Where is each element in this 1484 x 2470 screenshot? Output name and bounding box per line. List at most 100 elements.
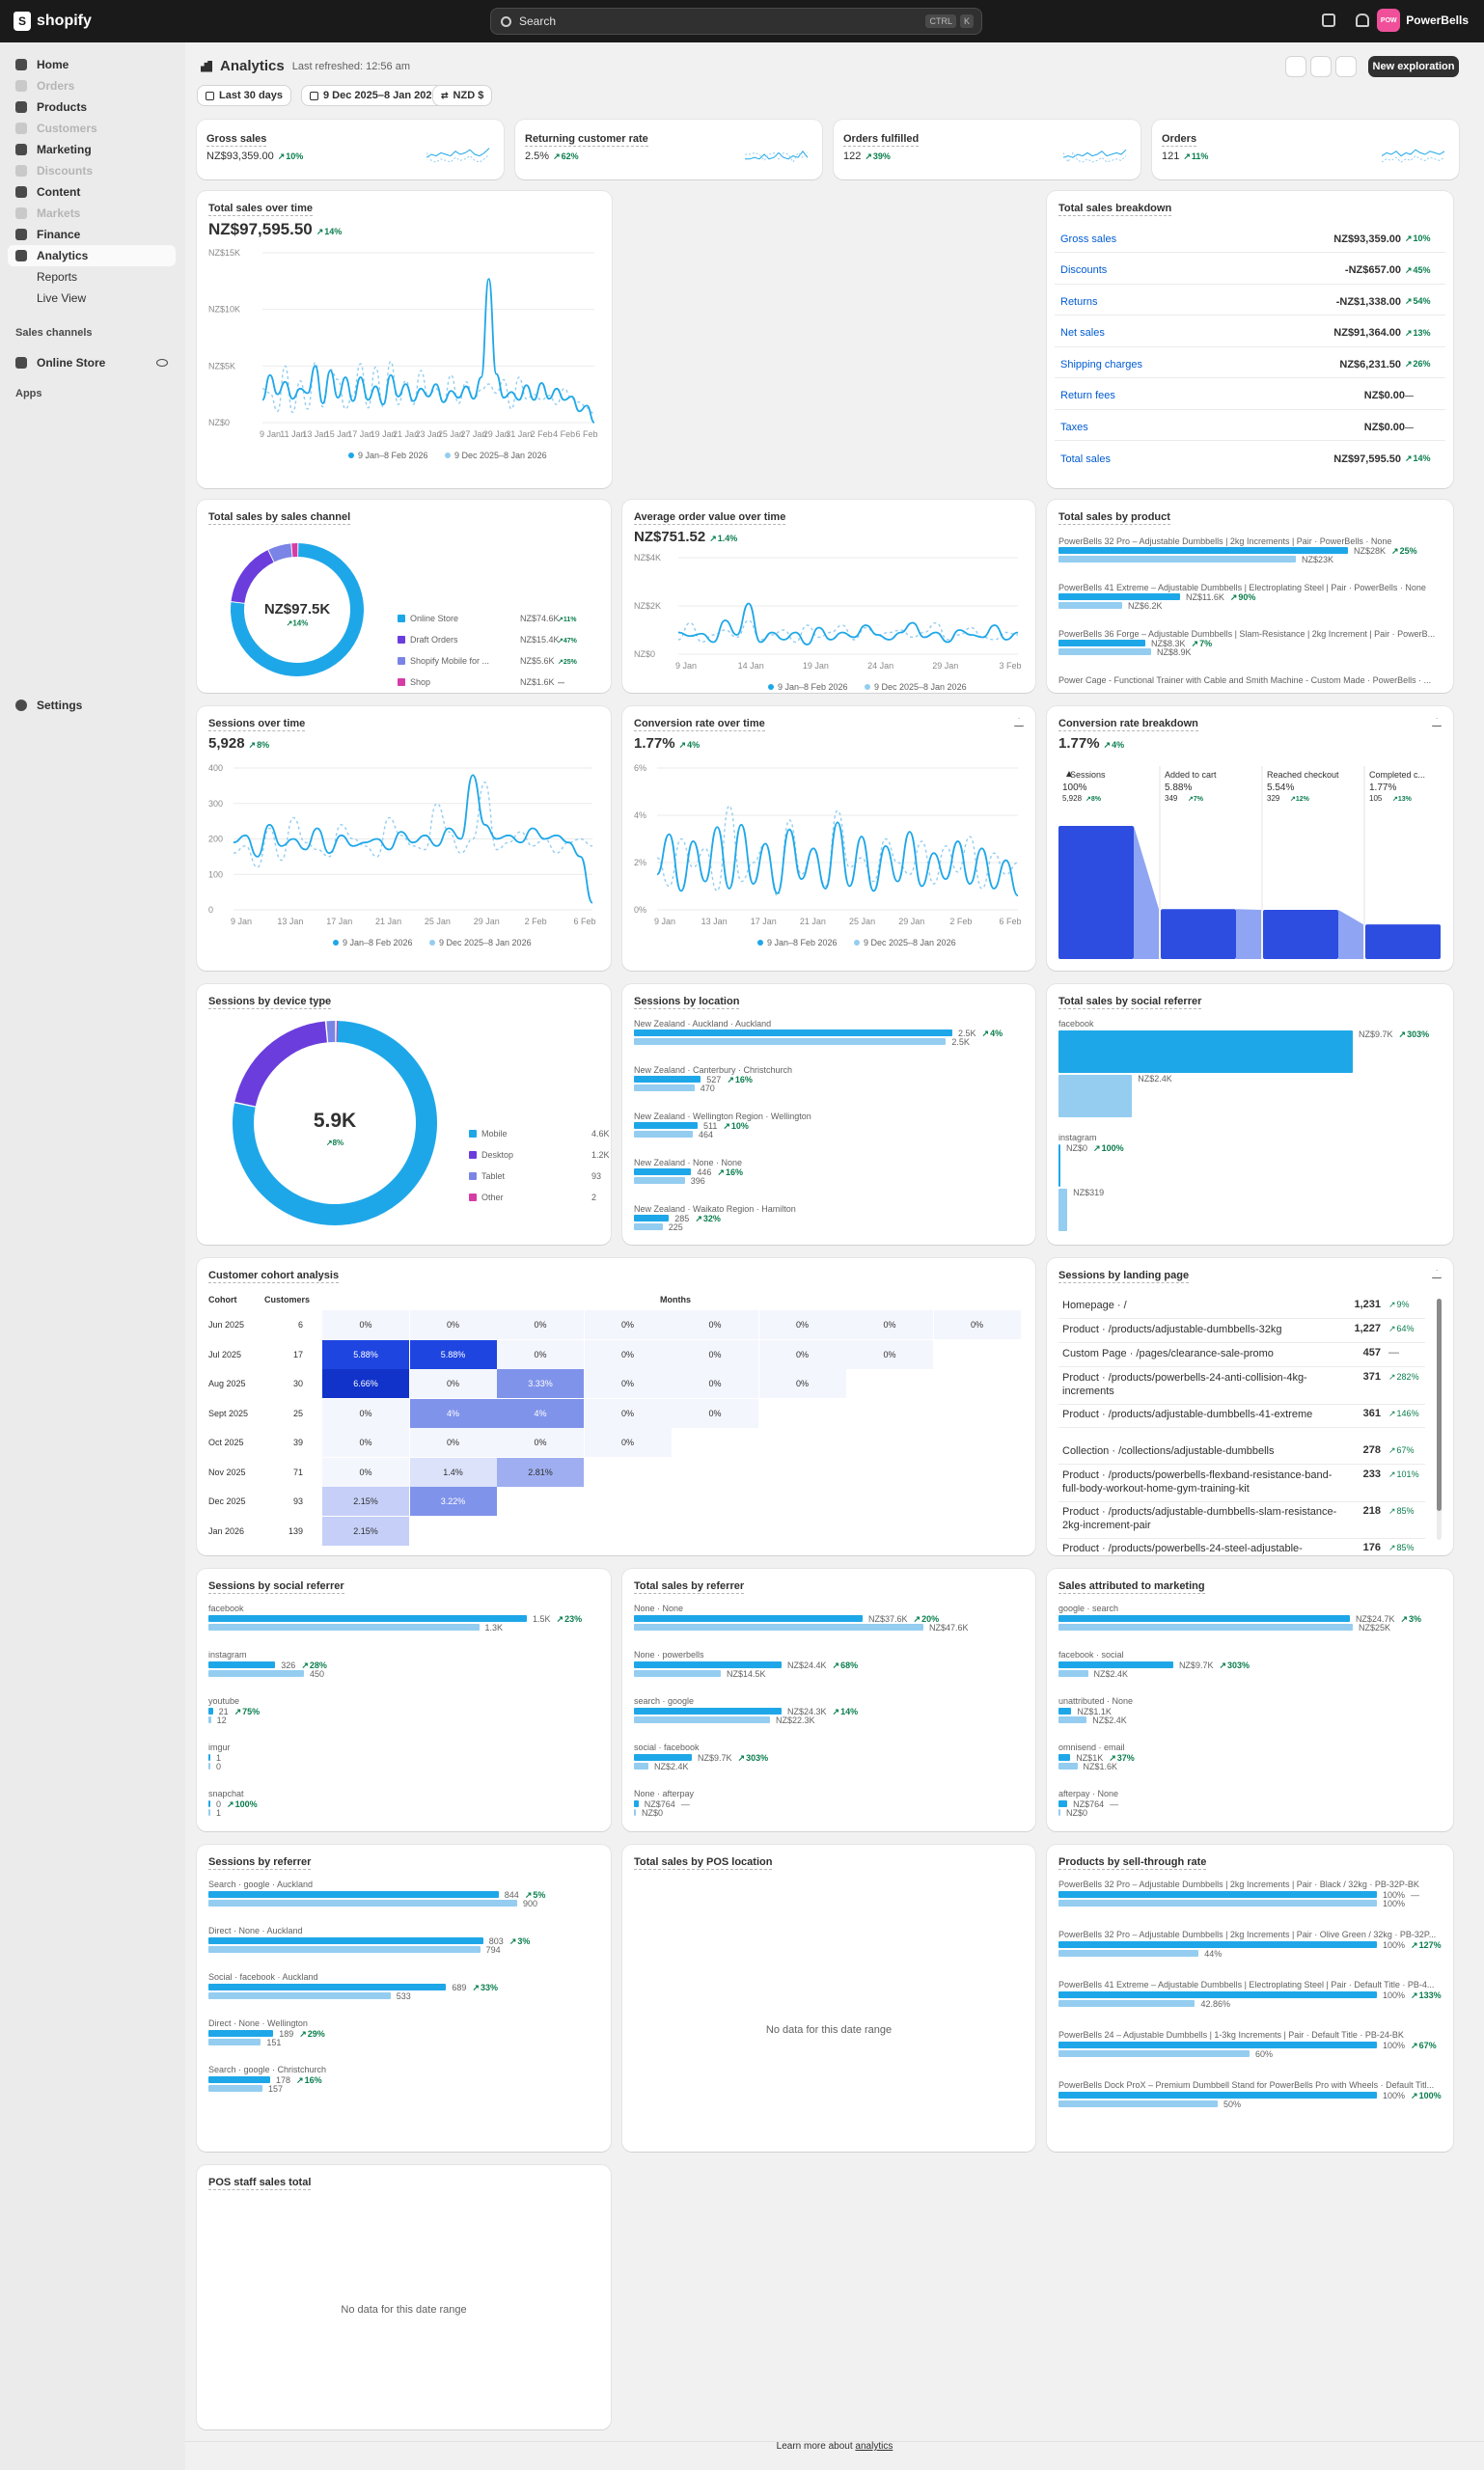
cohort-cell[interactable]: 0% — [758, 1339, 846, 1369]
breakdown-row[interactable]: Net sales NZ$91,364.00 13% — [1055, 320, 1445, 347]
bar-previous[interactable] — [1058, 2050, 1250, 2057]
bar-current[interactable] — [634, 1615, 863, 1622]
sessions-by-location-card[interactable]: Sessions by location New Zealand · Auckl… — [622, 984, 1035, 1245]
kpi-card-orders-fulfilled[interactable]: Orders fulfilled 12239% — [834, 120, 1140, 179]
bar-current[interactable] — [1058, 1708, 1072, 1715]
bar-previous[interactable] — [634, 1177, 685, 1184]
bar-previous[interactable] — [1058, 2100, 1218, 2107]
social-sales-card[interactable]: Total sales by social referrer facebook N… — [1047, 984, 1453, 1245]
social-sessions-card[interactable]: Sessions by social referrer facebook 1.5K… — [197, 1569, 611, 1831]
breakdown-row[interactable]: Gross sales NZ$93,359.00 10% — [1055, 226, 1445, 253]
sales-breakdown-card[interactable]: Total sales breakdown Gross sales NZ$93,3… — [1047, 191, 1453, 488]
cohort-cell[interactable]: 0% — [497, 1339, 584, 1369]
cohort-cell[interactable]: 0% — [758, 1369, 846, 1398]
cohort-cell[interactable]: 4% — [497, 1398, 584, 1428]
bar-current[interactable] — [1058, 1615, 1350, 1622]
cohort-cell[interactable]: 0% — [322, 1310, 409, 1339]
bar-current[interactable] — [634, 1122, 698, 1129]
bar-current[interactable] — [1058, 1991, 1377, 1998]
bar-previous[interactable] — [208, 2039, 261, 2045]
sales-by-product-card[interactable]: Total sales by product PowerBells 32 Pro… — [1047, 500, 1453, 693]
bar-current[interactable] — [634, 1029, 952, 1036]
conversion-rate-card[interactable]: Conversion rate over time 1.77% 4% 6% 4% 2%… — [622, 706, 1035, 971]
landing-row[interactable]: Product · /products/adjustable-dumbbells… — [1058, 1402, 1425, 1428]
refresh-icon[interactable] — [1285, 56, 1306, 77]
bar-current[interactable] — [1058, 2042, 1377, 2048]
cohort-card[interactable]: Customer cohort analysis Cohort Customers… — [197, 1258, 1035, 1555]
cohort-cell[interactable]: 3.33% — [497, 1369, 584, 1398]
breakdown-row[interactable]: Returns -NZ$1,338.00 54% — [1055, 288, 1445, 316]
cohort-cell[interactable]: 0% — [497, 1310, 584, 1339]
bar-current[interactable] — [208, 1661, 276, 1668]
shopify-logo[interactable]: shopify — [14, 12, 92, 31]
bar-current[interactable] — [634, 1168, 692, 1175]
bar-previous[interactable] — [1058, 1900, 1377, 1907]
currency-button[interactable]: ⇄ NZD $ — [432, 85, 493, 106]
bar-previous[interactable] — [208, 1809, 210, 1816]
bar-current[interactable] — [634, 1661, 782, 1668]
sessions-by-device-card[interactable]: Sessions by device type Mobile 4.6K ↗8% Des… — [197, 984, 611, 1245]
bar-current[interactable] — [208, 1891, 499, 1898]
bar-previous[interactable] — [1058, 1763, 1078, 1770]
sidebar-item-markets[interactable]: Markets — [8, 203, 176, 224]
search-input[interactable]: Search CTRL K — [490, 8, 982, 35]
bar-previous[interactable] — [634, 1624, 923, 1631]
bar-previous[interactable] — [634, 1038, 947, 1045]
sidebar-item-discounts[interactable]: Discounts — [8, 160, 176, 181]
bar-previous[interactable] — [1058, 1670, 1088, 1677]
sales-channels-header[interactable]: Sales channels — [15, 327, 93, 339]
sidebar-item-online-store[interactable]: Online Store — [8, 352, 176, 373]
sell-through-card[interactable]: Products by sell-through rate PowerBells… — [1047, 1845, 1453, 2152]
bar-current[interactable] — [634, 1708, 782, 1715]
cohort-cell[interactable]: 0% — [672, 1369, 758, 1398]
bar-previous[interactable] — [208, 1900, 517, 1907]
breakdown-label[interactable]: Gross sales — [1060, 233, 1117, 245]
landing-row[interactable]: Homepage · / 1,231 9% — [1058, 1293, 1425, 1319]
pos-staff-card[interactable]: POS staff sales total No data for this d… — [197, 2165, 611, 2429]
bar-previous[interactable] — [1058, 1075, 1133, 1117]
date-range-button[interactable]: Last 30 days — [197, 85, 292, 106]
bar-current[interactable] — [1058, 1941, 1377, 1948]
store-menu[interactable]: POW PowerBells — [1377, 9, 1469, 32]
bar-previous[interactable] — [634, 1716, 770, 1723]
cohort-cell[interactable]: 0% — [758, 1310, 846, 1339]
bar-previous[interactable] — [1058, 556, 1296, 563]
cohort-cell[interactable]: 0% — [584, 1428, 672, 1457]
cohort-cell[interactable]: 1.4% — [409, 1457, 497, 1487]
bar-current[interactable] — [634, 1800, 639, 1807]
breakdown-label[interactable]: Taxes — [1060, 421, 1088, 433]
bar-current[interactable] — [1058, 1144, 1060, 1187]
breakdown-label[interactable]: Returns — [1060, 295, 1098, 308]
sidebar-item-finance[interactable]: Finance — [8, 224, 176, 245]
bar-current[interactable] — [1058, 2092, 1377, 2099]
bar-previous[interactable] — [1058, 602, 1122, 609]
sidebar-item-marketing[interactable]: Marketing — [8, 139, 176, 160]
sidebar-item-home[interactable]: Home — [8, 54, 176, 75]
bar-current[interactable] — [1058, 1800, 1068, 1807]
cohort-cell[interactable]: 2.81% — [497, 1457, 584, 1487]
cohort-cell[interactable]: 0% — [497, 1428, 584, 1457]
kpi-card-returning-customer-rate[interactable]: Returning customer rate 2.5%62% — [515, 120, 822, 179]
comparison-button[interactable]: 9 Dec 2025–8 Jan 2026 — [301, 85, 447, 106]
edit-icon[interactable] — [1335, 56, 1357, 77]
sidebar-item-customers[interactable]: Customers — [8, 118, 176, 139]
bar-previous[interactable] — [634, 1084, 695, 1091]
sales-by-referrer-card[interactable]: Total sales by referrer None · None NZ$37… — [622, 1569, 1035, 1831]
landing-row[interactable]: Product · /products/powerbells-24-steel-… — [1058, 1536, 1425, 1555]
breakdown-row[interactable]: Total sales NZ$97,595.50 14% — [1055, 446, 1445, 473]
bar-current[interactable] — [208, 2076, 270, 2083]
cohort-cell[interactable]: 0% — [584, 1310, 672, 1339]
bar-current[interactable] — [208, 1800, 210, 1807]
total-sales-over-time-card[interactable]: Total sales over time NZ$97,595.5014% NZ… — [197, 191, 612, 488]
bar-current[interactable] — [208, 1708, 213, 1715]
bar-current[interactable] — [1058, 593, 1180, 600]
cohort-cell[interactable]: 0% — [584, 1398, 672, 1428]
landing-row[interactable]: Collection · /collections/adjustable-dum… — [1058, 1439, 1425, 1465]
cohort-cell[interactable]: 0% — [672, 1310, 758, 1339]
bar-previous[interactable] — [1058, 1189, 1068, 1231]
cohort-cell[interactable]: 0% — [584, 1339, 672, 1369]
bar-previous[interactable] — [634, 1763, 648, 1770]
bar-previous[interactable] — [1058, 1624, 1353, 1631]
sidebar-item-products[interactable]: Products — [8, 96, 176, 118]
cohort-cell[interactable]: 0% — [322, 1428, 409, 1457]
